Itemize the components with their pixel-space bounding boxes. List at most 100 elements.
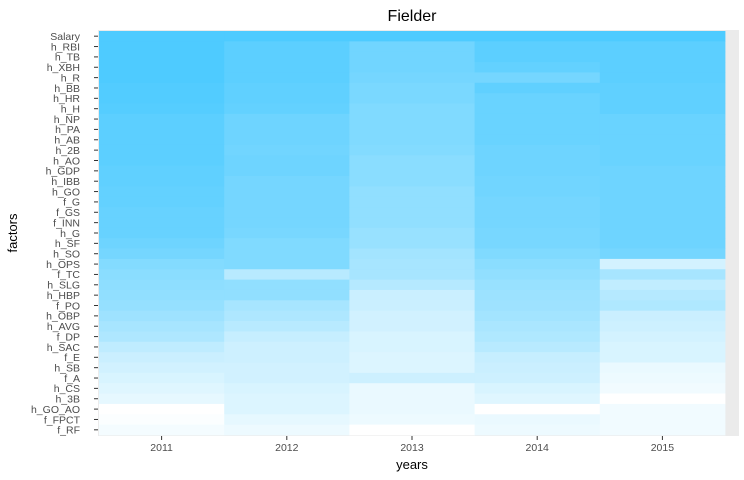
heatmap-cell <box>349 414 475 426</box>
heatmap-cell <box>224 207 350 218</box>
heatmap-cell <box>349 31 475 42</box>
heatmap-cell <box>474 176 601 187</box>
heatmap-cell <box>599 155 726 167</box>
y-tick-label: h_AO <box>53 155 80 167</box>
heatmap-cell <box>599 341 726 353</box>
heatmap-cell <box>474 341 601 353</box>
heatmap-cell <box>474 238 601 249</box>
heatmap-cell <box>224 300 350 312</box>
y-tick-label: h_NP <box>54 114 80 126</box>
heatmap-cell <box>99 93 225 104</box>
heatmap-cell <box>99 82 225 94</box>
heatmap-cell <box>99 124 225 135</box>
heatmap-cell <box>599 383 726 394</box>
heatmap-cell <box>474 144 601 156</box>
heatmap-cell <box>99 113 225 125</box>
y-tick-label: h_SAC <box>47 342 81 354</box>
heatmap-cell <box>349 217 475 229</box>
y-tick-label: Salary <box>50 31 81 43</box>
heatmap-cell <box>349 165 475 177</box>
y-tick-label: f_GS <box>56 207 80 219</box>
heatmap-cell <box>349 196 475 208</box>
heatmap-cell <box>224 289 350 301</box>
heatmap-cell <box>474 289 601 301</box>
y-tick-label: h_IBB <box>51 176 80 188</box>
y-tick-label: h_TB <box>55 52 80 64</box>
heatmap-cell <box>474 62 601 73</box>
y-tick-label: h_GO <box>52 186 80 198</box>
heatmap-cell <box>349 51 475 63</box>
heatmap-cell <box>349 258 475 270</box>
heatmap-cell <box>224 352 350 363</box>
y-tick-label: h_XBH <box>47 62 80 74</box>
heatmap-cell <box>349 155 475 167</box>
heatmap-cell <box>474 155 601 167</box>
y-tick-label: f_A <box>64 373 80 385</box>
heatmap-cell <box>349 93 475 104</box>
heatmap-cell <box>349 383 475 394</box>
heatmap-cell <box>599 238 726 249</box>
heatmap-cell <box>99 248 225 260</box>
y-tick-label: h_SF <box>55 238 80 250</box>
heatmap-cell <box>99 383 225 394</box>
heatmap-cell <box>99 300 225 312</box>
heatmap-cell <box>349 186 475 198</box>
y-tick-label: f_PO <box>56 300 80 312</box>
y-tick-label: f_TC <box>57 269 80 281</box>
heatmap-cell <box>474 321 601 332</box>
heatmap-cell <box>599 414 726 426</box>
y-tick-label: h_HBP <box>47 290 80 302</box>
heatmap-cell <box>99 279 225 291</box>
heatmap-cell <box>99 41 225 53</box>
heatmap-cell <box>349 341 475 353</box>
heatmap-cell <box>474 72 601 84</box>
heatmap-cell <box>474 300 601 312</box>
y-tick-label: f_G <box>63 197 80 209</box>
heatmap-cell <box>224 165 350 177</box>
heatmap-cell <box>349 289 475 301</box>
heatmap-cell <box>224 248 350 260</box>
heatmap-cell <box>599 186 726 198</box>
heatmap-cell <box>224 41 350 53</box>
heatmap-cell <box>99 331 225 343</box>
y-tick-label: f_INN <box>53 217 80 229</box>
heatmap-cell <box>224 321 350 332</box>
heatmap-cell <box>349 103 475 115</box>
heatmap-cell <box>349 269 475 281</box>
heatmap-cell <box>599 258 726 270</box>
heatmap-cell <box>224 176 350 187</box>
heatmap-cell <box>99 103 225 115</box>
heatmap-cell <box>99 393 225 405</box>
heatmap-cell <box>99 196 225 208</box>
heatmap-cell <box>224 144 350 156</box>
heatmap-cell <box>349 176 475 187</box>
heatmap-cell <box>99 238 225 249</box>
heatmap-cell <box>349 144 475 156</box>
heatmap-cell <box>224 134 350 146</box>
heatmap-cell <box>99 176 225 187</box>
x-axis-title: years <box>396 457 428 472</box>
y-tick-label: h_G <box>60 228 80 240</box>
heatmap-cell <box>474 31 601 42</box>
heatmap-cell <box>599 279 726 291</box>
heatmap-cell <box>599 321 726 332</box>
heatmap-cell <box>99 424 225 436</box>
heatmap-cell <box>99 403 225 415</box>
heatmap-cell <box>474 103 601 115</box>
heatmap-cell <box>224 341 350 353</box>
heatmap-cell <box>349 82 475 94</box>
heatmap-cell <box>224 155 350 167</box>
heatmap-cell <box>349 279 475 291</box>
heatmap-cell <box>474 258 601 270</box>
heatmap-cell <box>224 393 350 405</box>
y-tick-label: h_GDP <box>46 166 80 178</box>
heatmap-cell <box>599 113 726 125</box>
heatmap-cell <box>474 352 601 363</box>
heatmap-cell <box>474 227 601 239</box>
heatmap-cell <box>99 186 225 198</box>
heatmap-cell <box>474 331 601 343</box>
heatmap-cell <box>474 207 601 218</box>
heatmap-cell <box>99 72 225 84</box>
heatmap-cell <box>99 372 225 384</box>
heatmap-cell <box>474 82 601 94</box>
